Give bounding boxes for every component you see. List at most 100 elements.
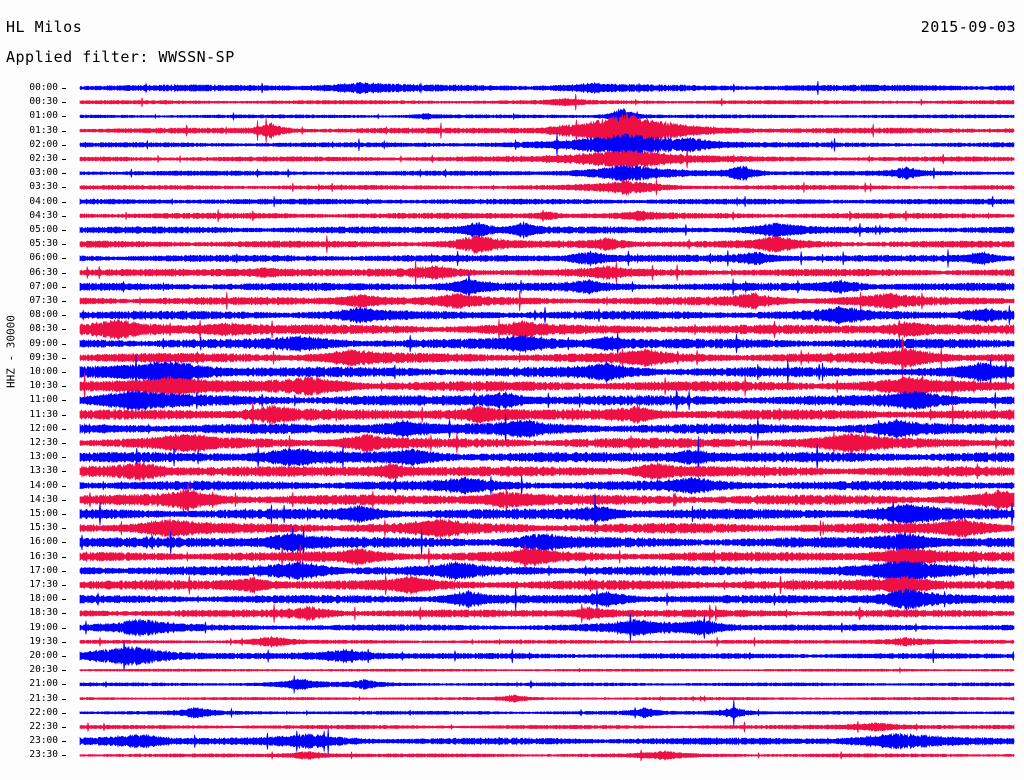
time-label: 12:00 — [29, 422, 58, 434]
seismic-trace — [79, 635, 1015, 648]
time-label: 21:30 — [29, 692, 58, 704]
axis-tick — [62, 727, 66, 728]
axis-tick — [62, 201, 66, 203]
time-label: 15:30 — [29, 522, 58, 534]
time-label: 03:30 — [29, 181, 58, 193]
time-label: 00:30 — [29, 96, 58, 108]
time-label: 01:00 — [29, 110, 58, 122]
seismic-trace — [79, 574, 1015, 596]
seismic-trace — [79, 196, 1015, 208]
seismic-trace — [79, 749, 1015, 762]
time-label: 19:30 — [29, 635, 58, 647]
time-label: 18:30 — [29, 607, 58, 619]
seismic-trace — [79, 482, 1015, 517]
axis-tick — [62, 570, 66, 572]
time-label: 09:00 — [29, 337, 58, 349]
seismic-trace — [79, 221, 1015, 239]
axis-tick — [62, 215, 66, 217]
time-label: 13:30 — [29, 465, 58, 477]
seismic-trace — [79, 613, 1015, 642]
time-label: 22:00 — [29, 706, 58, 718]
seismic-trace — [79, 427, 1015, 459]
seismic-trace — [79, 640, 1015, 672]
axis-tick — [62, 670, 66, 672]
time-label: 07:30 — [29, 295, 58, 306]
axis-tick — [62, 372, 66, 373]
seismic-trace — [79, 401, 1015, 429]
axis-tick — [62, 698, 66, 700]
axis-tick — [62, 343, 66, 345]
seismic-trace — [79, 694, 1015, 703]
seismic-trace — [79, 337, 1015, 379]
axis-tick — [62, 244, 66, 246]
applied-filter-label: Applied filter: WWSSN-SP — [6, 48, 235, 66]
seismic-trace — [79, 111, 1015, 150]
axis-tick — [62, 414, 66, 416]
axis-tick — [62, 386, 66, 388]
time-label: 20:30 — [29, 664, 58, 676]
seismic-trace — [79, 178, 1015, 197]
seismic-trace — [79, 666, 1015, 674]
time-label: 10:00 — [29, 366, 58, 377]
axis-tick — [62, 471, 66, 473]
time-label: 23:30 — [29, 749, 58, 761]
seismic-trace — [79, 587, 1015, 611]
axis-tick — [62, 741, 66, 743]
axis-tick — [62, 542, 66, 544]
seismic-trace — [79, 544, 1015, 569]
time-label: 02:30 — [29, 153, 58, 164]
axis-tick — [62, 514, 66, 515]
time-label: 06:30 — [29, 266, 58, 278]
axis-tick — [62, 102, 66, 104]
seismic-trace — [79, 728, 1015, 755]
axis-tick — [62, 173, 66, 175]
axis-tick — [62, 258, 66, 260]
axis-tick — [62, 400, 66, 402]
time-label: 11:00 — [29, 394, 58, 406]
seismic-trace — [79, 81, 1015, 95]
axis-tick — [62, 144, 66, 146]
seismic-trace — [79, 389, 1015, 412]
time-label: 17:00 — [29, 564, 58, 576]
seismic-trace — [79, 675, 1015, 694]
seismic-trace — [79, 305, 1015, 326]
axis-tick — [62, 88, 66, 89]
axis-tick — [62, 286, 66, 288]
axis-tick — [62, 130, 66, 132]
axis-tick — [62, 116, 66, 118]
seismic-trace — [79, 559, 1015, 582]
seismic-trace — [79, 133, 1015, 157]
axis-tick — [62, 585, 66, 586]
seismic-trace — [79, 699, 1015, 726]
time-label: 00:00 — [29, 82, 58, 93]
axis-tick — [62, 301, 66, 302]
axis-tick — [62, 712, 66, 714]
time-label: 13:00 — [29, 451, 58, 463]
axis-tick — [62, 272, 66, 274]
seismic-trace — [79, 332, 1015, 356]
seismic-trace — [79, 290, 1015, 312]
time-label: 07:00 — [29, 280, 58, 292]
time-label: 19:00 — [29, 621, 58, 633]
seismic-trace — [79, 260, 1015, 285]
time-label: 12:30 — [29, 437, 58, 448]
time-label: 03:00 — [29, 167, 58, 179]
time-label: 14:00 — [29, 479, 58, 491]
axis-tick — [62, 329, 66, 331]
time-label: 02:00 — [29, 138, 58, 150]
time-label: 23:00 — [29, 735, 58, 747]
seismic-trace — [79, 493, 1015, 535]
time-label: 20:00 — [29, 650, 58, 661]
axis-tick — [62, 230, 66, 231]
axis-tick — [62, 357, 66, 359]
axis-tick — [62, 428, 66, 430]
axis-tick — [62, 457, 66, 459]
seismic-trace — [79, 436, 1015, 479]
time-label: 22:30 — [29, 721, 58, 732]
axis-tick — [62, 485, 66, 487]
axis-tick — [62, 627, 66, 629]
seismic-trace — [79, 149, 1015, 169]
seismic-trace — [79, 413, 1015, 445]
time-label: 11:30 — [29, 408, 58, 420]
